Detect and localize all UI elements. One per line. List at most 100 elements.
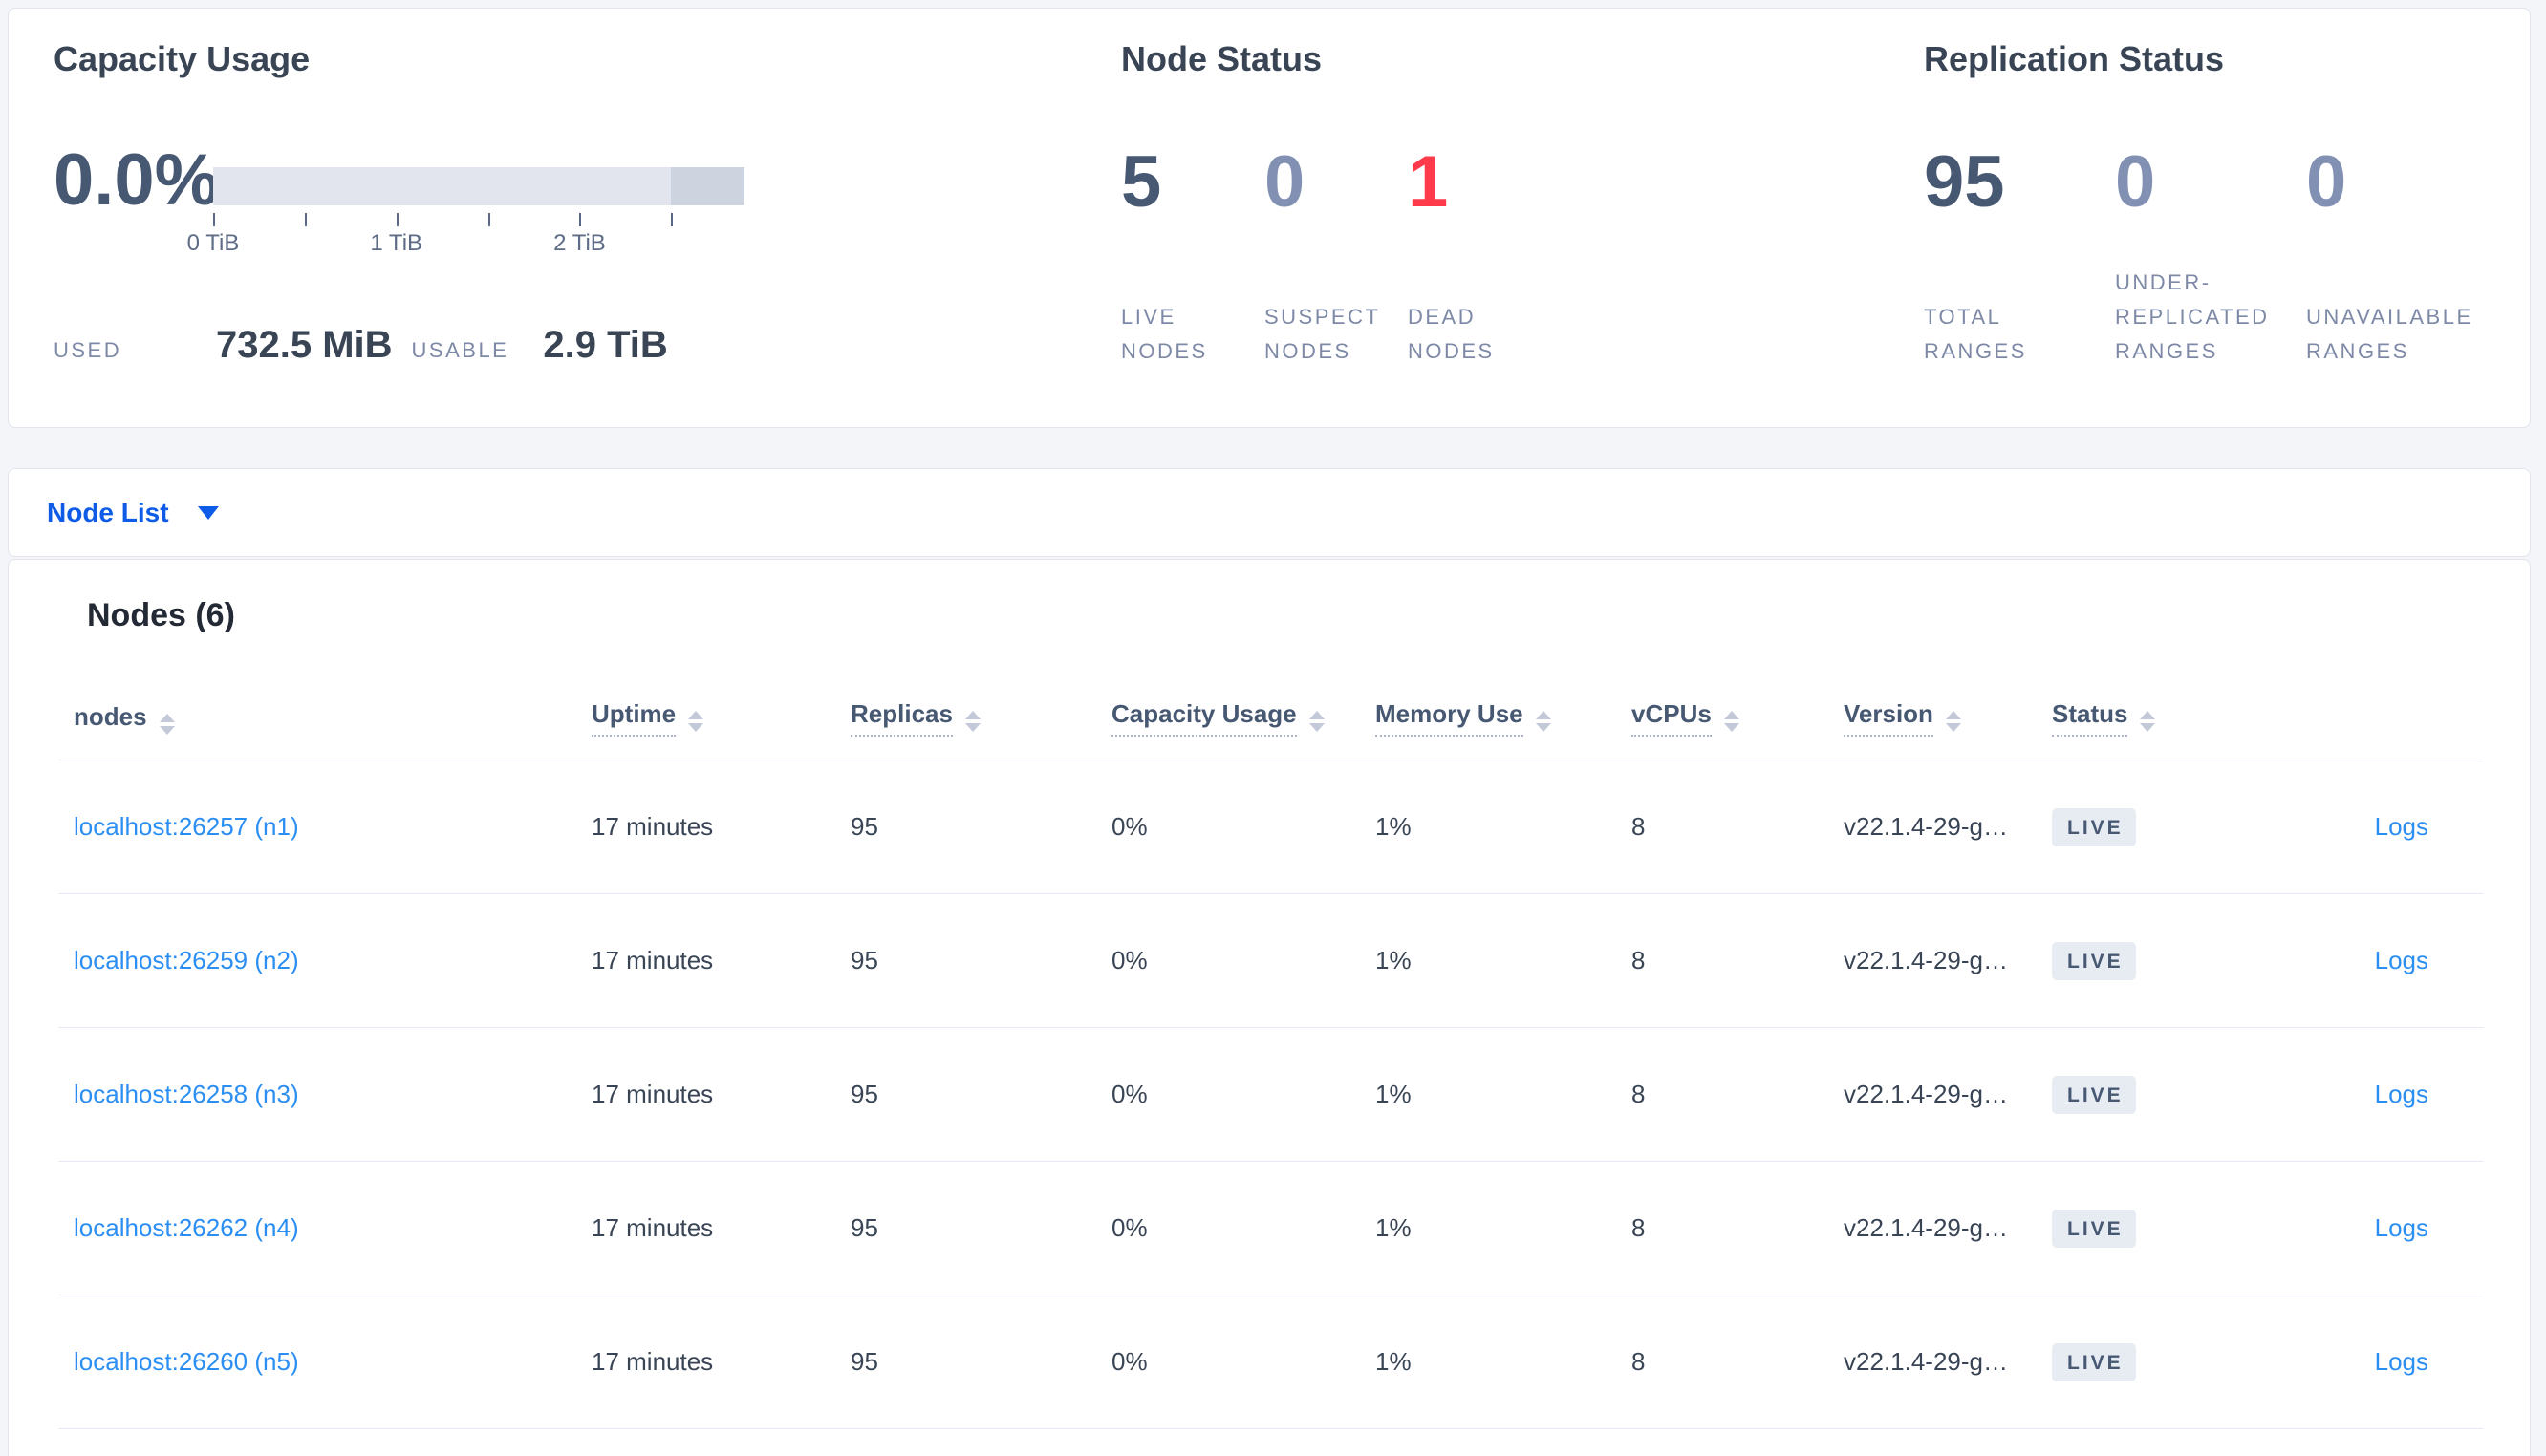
- status-cell: LIVE: [2052, 941, 2281, 980]
- logs-link[interactable]: Logs: [2374, 812, 2428, 841]
- node-link[interactable]: localhost:26260 (n5): [74, 1347, 299, 1376]
- status-badge: LIVE: [2052, 941, 2136, 980]
- capacity-usage-cell: 0%: [1111, 1080, 1148, 1108]
- used-label: USED: [54, 338, 122, 362]
- capacity-axis-ticks: [213, 205, 744, 226]
- tick-label-1tib: 1 TiB: [370, 230, 423, 256]
- suspect-nodes-count: 0: [1264, 141, 1305, 223]
- uptime-cell: 17 minutes: [592, 1213, 714, 1242]
- sort-arrows-icon: [159, 713, 175, 735]
- node-status-metrics: 5 0 1: [1121, 142, 1551, 223]
- column-header-vcpus[interactable]: vCPUs: [1631, 699, 1844, 737]
- table-row: localhost:26262 (n4) 17 minutes 95 0% 1%…: [58, 1162, 2484, 1295]
- under-replicated-ranges-count: 0: [2115, 141, 2156, 223]
- tick-label-0tib: 0 TiB: [186, 230, 240, 256]
- column-header-replicas[interactable]: Replicas: [851, 699, 1111, 737]
- logs-link[interactable]: Logs: [2374, 946, 2428, 974]
- column-header-uptime[interactable]: Uptime: [592, 699, 851, 737]
- cluster-summary-card: Capacity Usage 0.0% 0 TiB 1 TiB 2 TiB US…: [8, 8, 2531, 428]
- vcpus-cell: 8: [1631, 1080, 1646, 1108]
- status-badge: LIVE: [2052, 807, 2136, 846]
- nodes-table-card: Nodes (6) nodes Uptime Replicas Capacity…: [8, 559, 2531, 1456]
- uptime-cell: 17 minutes: [592, 1080, 714, 1108]
- table-row: localhost:26260 (n5) 17 minutes 95 0% 1%…: [58, 1295, 2484, 1429]
- live-nodes-label: LIVE NODES: [1121, 305, 1208, 363]
- table-row: localhost:26257 (n1) 17 minutes 95 0% 1%…: [58, 760, 2484, 894]
- vcpus-cell: 8: [1631, 812, 1646, 841]
- chevron-down-icon: [197, 505, 219, 520]
- replicas-cell: 95: [851, 946, 878, 974]
- total-ranges-count: 95: [1924, 141, 2005, 223]
- usable-label: USABLE: [411, 338, 509, 362]
- under-replicated-ranges-label: UNDER-REPLICATED RANGES: [2115, 270, 2270, 363]
- status-cell: LIVE: [2052, 1209, 2281, 1248]
- replicas-cell: 95: [851, 1347, 878, 1376]
- logs-cell: Logs: [2281, 1080, 2484, 1109]
- capacity-usage-cell: 0%: [1111, 946, 1148, 974]
- node-link[interactable]: localhost:26259 (n2): [74, 946, 299, 974]
- capacity-usage-cell: 0%: [1111, 812, 1148, 841]
- nodes-table-header: nodes Uptime Replicas Capacity Usage Mem…: [58, 676, 2484, 760]
- capacity-percent-value: 0.0%: [54, 139, 220, 221]
- sort-arrows-icon: [1723, 711, 1739, 732]
- version-cell: v22.1.4-29-g…: [1844, 1213, 2008, 1242]
- usable-value: 2.9 TiB: [543, 324, 668, 366]
- node-cell: localhost:26257 (n1): [58, 812, 592, 842]
- capacity-bar-end-segment: [671, 167, 744, 205]
- tick-label-2tib: 2 TiB: [553, 230, 606, 256]
- column-header-capacity-usage[interactable]: Capacity Usage: [1111, 699, 1375, 737]
- node-cell: localhost:26259 (n2): [58, 946, 592, 975]
- table-row: localhost:26259 (n2) 17 minutes 95 0% 1%…: [58, 894, 2484, 1028]
- version-cell: v22.1.4-29-g…: [1844, 946, 2008, 974]
- replicas-cell: 95: [851, 1213, 878, 1242]
- replication-status-metrics: 95 0 0: [1924, 142, 2497, 223]
- table-row: localhost:26258 (n3) 17 minutes 95 0% 1%…: [58, 1028, 2484, 1162]
- logs-cell: Logs: [2281, 1347, 2484, 1377]
- capacity-usage-cell: 0%: [1111, 1347, 1148, 1376]
- node-cell: localhost:26258 (n3): [58, 1080, 592, 1109]
- logs-link[interactable]: Logs: [2374, 1347, 2428, 1376]
- status-badge: LIVE: [2052, 1075, 2136, 1114]
- sort-arrows-icon: [1535, 711, 1551, 732]
- node-link[interactable]: localhost:26257 (n1): [74, 812, 299, 841]
- status-badge: LIVE: [2052, 1342, 2136, 1381]
- capacity-used-row: USED 732.5 MiB USABLE 2.9 TiB: [54, 324, 668, 367]
- dead-nodes-label: DEAD NODES: [1408, 305, 1495, 363]
- node-link[interactable]: localhost:26262 (n4): [74, 1213, 299, 1242]
- capacity-usage-title: Capacity Usage: [54, 39, 311, 78]
- sort-arrows-icon: [2140, 711, 2156, 732]
- replication-status-labels: TOTAL RANGES UNDER-REPLICATED RANGES UNA…: [1924, 262, 2497, 369]
- status-cell: LIVE: [2052, 1342, 2281, 1381]
- used-value: 732.5 MiB: [216, 324, 393, 366]
- nodes-section-heading: Nodes (6): [87, 597, 235, 633]
- node-cell: localhost:26262 (n4): [58, 1213, 592, 1243]
- status-cell: LIVE: [2052, 1075, 2281, 1114]
- node-list-dropdown-label: Node List: [47, 497, 169, 527]
- replicas-cell: 95: [851, 812, 878, 841]
- node-link[interactable]: localhost:26258 (n3): [74, 1080, 299, 1108]
- live-nodes-count: 5: [1121, 141, 1162, 223]
- memory-use-cell: 1%: [1375, 1080, 1412, 1108]
- logs-link[interactable]: Logs: [2374, 1080, 2428, 1108]
- memory-use-cell: 1%: [1375, 812, 1412, 841]
- column-header-memory-use[interactable]: Memory Use: [1375, 699, 1631, 737]
- column-header-nodes[interactable]: nodes: [58, 702, 592, 735]
- capacity-axis-labels: 0 TiB 1 TiB 2 TiB: [187, 226, 744, 256]
- uptime-cell: 17 minutes: [592, 812, 714, 841]
- version-cell: v22.1.4-29-g…: [1844, 1347, 2008, 1376]
- node-list-dropdown[interactable]: Node List: [8, 468, 2531, 557]
- node-status-labels: LIVE NODES SUSPECT NODES DEAD NODES: [1121, 262, 1551, 369]
- replicas-cell: 95: [851, 1080, 878, 1108]
- logs-link[interactable]: Logs: [2374, 1213, 2428, 1242]
- memory-use-cell: 1%: [1375, 1347, 1412, 1376]
- uptime-cell: 17 minutes: [592, 1347, 714, 1376]
- unavailable-ranges-label: UNAVAILABLE RANGES: [2306, 305, 2473, 363]
- column-header-version[interactable]: Version: [1844, 699, 2052, 737]
- nodes-table: nodes Uptime Replicas Capacity Usage Mem…: [58, 676, 2484, 1429]
- vcpus-cell: 8: [1631, 1347, 1646, 1376]
- unavailable-ranges-count: 0: [2306, 141, 2347, 223]
- column-header-status[interactable]: Status: [2052, 699, 2281, 737]
- suspect-nodes-label: SUSPECT NODES: [1264, 305, 1381, 363]
- total-ranges-label: TOTAL RANGES: [1924, 305, 2027, 363]
- vcpus-cell: 8: [1631, 1213, 1646, 1242]
